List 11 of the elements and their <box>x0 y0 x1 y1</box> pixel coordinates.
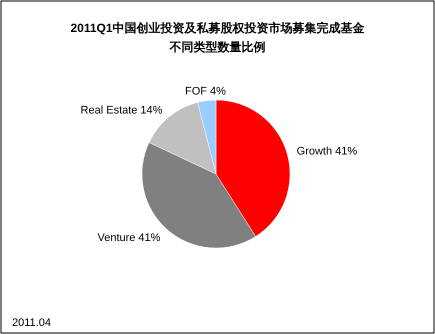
data-label: 41% <box>335 146 358 158</box>
chart-subtitle: 不同类型数量比例 <box>168 40 266 54</box>
data-label: 4% <box>210 86 226 98</box>
chart-title: 2011Q1中国创业投资及私募股权投资市场募集完成基金 <box>70 21 366 35</box>
slice-label: Real Estate <box>80 104 138 116</box>
slice-label: FOF <box>185 86 208 98</box>
slice-label: Venture <box>97 232 136 244</box>
text: 2011.04 <box>12 317 51 329</box>
data-label: 14% <box>140 104 163 116</box>
data-label: 41% <box>138 232 161 244</box>
slice-label: Growth <box>296 146 332 158</box>
